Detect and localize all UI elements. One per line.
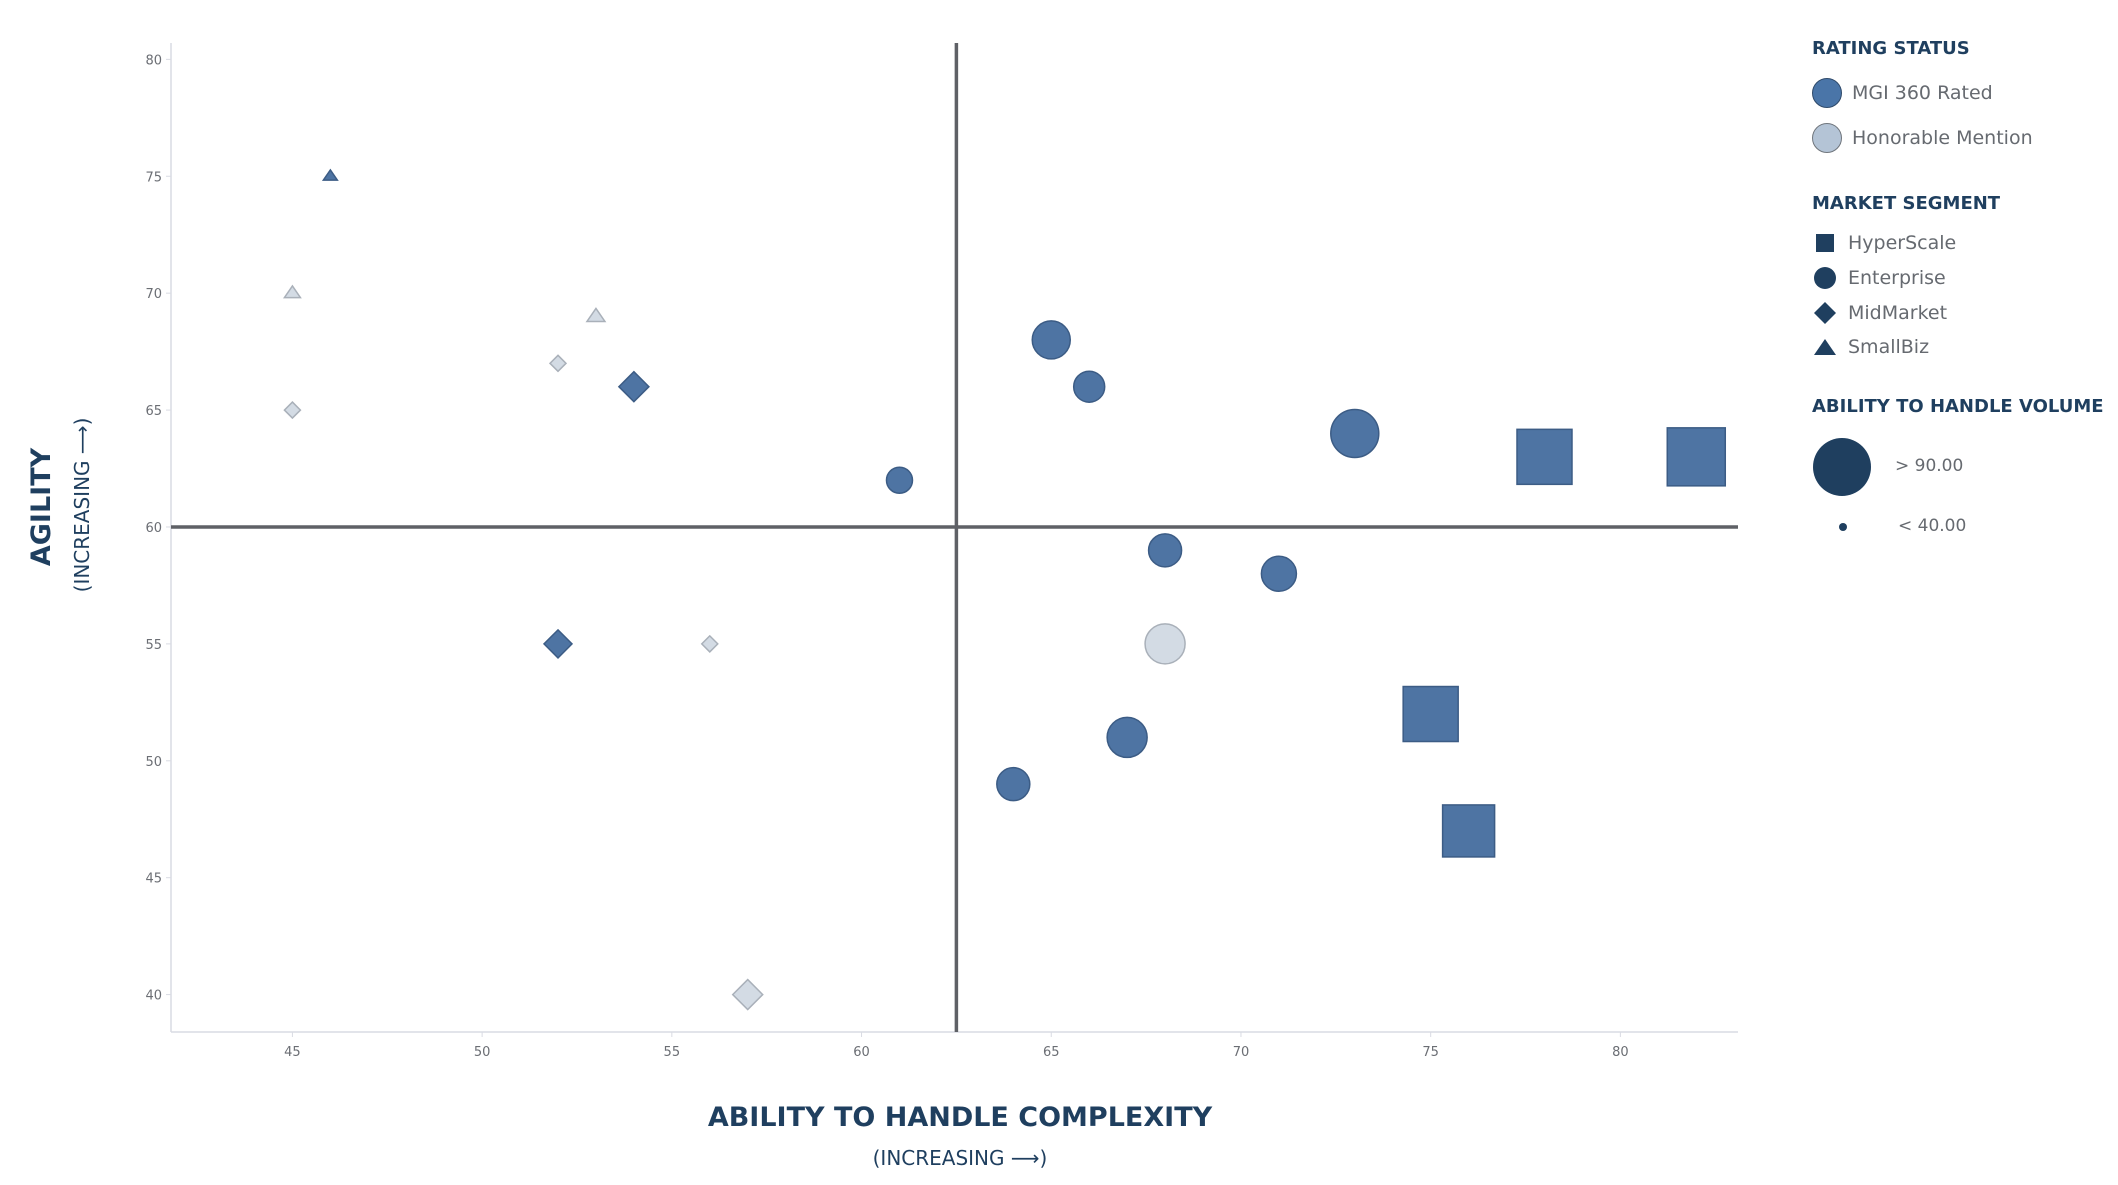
large-volume-circle-icon	[1813, 438, 1871, 496]
hyperscale-point	[1441, 804, 1496, 858]
x-tick-label: 45	[284, 1045, 301, 1060]
hyperscale-point	[1402, 685, 1459, 743]
honorable-circle-icon	[1812, 123, 1842, 153]
enterprise-point	[1260, 555, 1298, 592]
midmarket-point	[548, 354, 568, 373]
legend-title-market-segment: MARKET SEGMENT	[1812, 193, 2001, 214]
diamond-icon	[1814, 302, 1836, 324]
circle-icon	[1814, 267, 1836, 289]
x-tick-label: 60	[853, 1045, 870, 1060]
small-volume-circle-icon	[1839, 523, 1847, 531]
data-points	[282, 168, 1727, 1011]
legend-item-mgi-rated: MGI 360 Rated	[1812, 76, 1993, 110]
rated-circle-icon	[1812, 78, 1842, 108]
x-tick-label: 65	[1043, 1045, 1060, 1060]
square-icon	[1816, 234, 1834, 252]
y-tick-label: 55	[145, 638, 162, 653]
y-tick-label: 60	[145, 521, 162, 536]
legend-item-smallbiz: SmallBiz	[1812, 330, 1929, 364]
triangle-icon	[1814, 339, 1836, 355]
y-tick-label: 70	[145, 287, 162, 302]
midmarket-point	[283, 401, 302, 420]
x-tick-label: 70	[1233, 1045, 1250, 1060]
legend-item-honorable-mention: Honorable Mention	[1812, 121, 2033, 155]
x-tick-label: 50	[474, 1045, 491, 1060]
legend-item-enterprise: Enterprise	[1812, 261, 1946, 295]
scatter-chart: 45 50 55 60 65 70 75 80 40 45 50 55 60 65 70 75 80 ABILI…	[26, 43, 1738, 1170]
y-axis-subtitle: (INCREASING ⟶)	[70, 418, 94, 593]
volume-size-icons	[1813, 438, 1871, 531]
x-tick-label: 55	[664, 1045, 681, 1060]
x-axis-subtitle: (INCREASING ⟶)	[873, 1146, 1048, 1170]
smallbiz-point	[321, 168, 339, 181]
enterprise-point	[1330, 408, 1380, 459]
midmarket-point	[617, 370, 650, 403]
y-tick-label: 80	[145, 53, 162, 68]
legend-title-volume: ABILITY TO HANDLE VOLUME	[1812, 396, 2104, 417]
volume-small-label: < 40.00	[1898, 516, 1967, 536]
x-axis-title: ABILITY TO HANDLE COMPLEXITY	[708, 1102, 1213, 1133]
midmarket-point	[700, 634, 719, 653]
hyperscale-point	[1516, 428, 1573, 486]
midmarket-point	[731, 978, 764, 1011]
x-tick-label: 75	[1422, 1045, 1439, 1060]
enterprise-point	[885, 466, 914, 494]
y-tick-label: 50	[145, 755, 162, 770]
enterprise-point	[1106, 716, 1148, 759]
hyperscale-point	[1666, 427, 1727, 487]
volume-large-label: > 90.00	[1895, 456, 1964, 476]
y-tick-label: 45	[145, 872, 162, 887]
legend-item-hyperscale: HyperScale	[1812, 226, 1956, 260]
smallbiz-point	[282, 284, 302, 299]
axes: 45 50 55 60 65 70 75 80 40 45 50 55 60 65 70 75 80	[145, 43, 1738, 1060]
enterprise-point	[1147, 533, 1183, 568]
x-tick-label: 80	[1612, 1045, 1629, 1060]
legend-title-rating-status: RATING STATUS	[1812, 38, 1970, 59]
y-tick-label: 75	[145, 170, 162, 185]
quadrant-lines	[171, 43, 1738, 1032]
legend-item-midmarket: MidMarket	[1812, 296, 1947, 330]
smallbiz-point	[585, 307, 607, 323]
enterprise-point	[1031, 320, 1072, 360]
y-tick-label: 65	[145, 404, 162, 419]
y-axis-title: AGILITY	[26, 447, 57, 566]
enterprise-point	[1144, 623, 1186, 665]
enterprise-point	[996, 766, 1031, 802]
midmarket-point	[542, 628, 574, 659]
enterprise-point	[1072, 370, 1106, 403]
y-tick-label: 40	[145, 989, 162, 1004]
